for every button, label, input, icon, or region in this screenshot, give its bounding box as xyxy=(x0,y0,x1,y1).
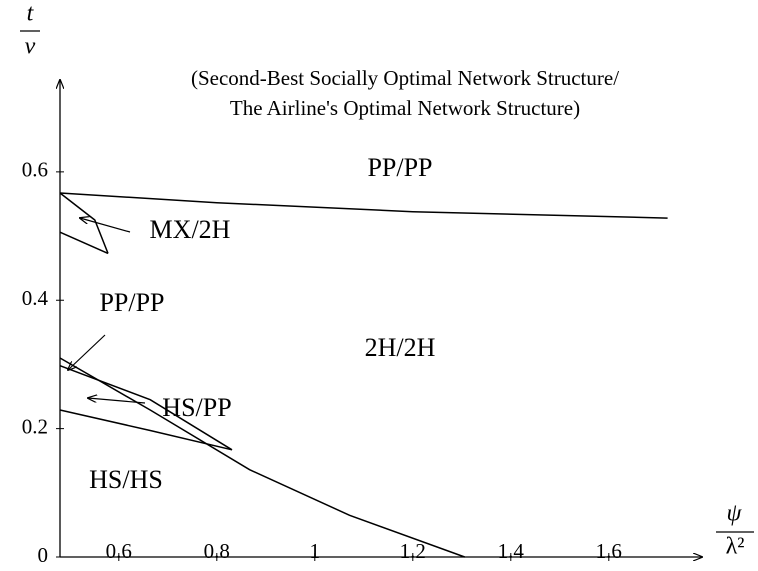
arrow xyxy=(68,334,106,370)
chart-title: (Second-Best Socially Optimal Network St… xyxy=(191,66,619,90)
axes xyxy=(60,80,702,557)
region-label: 2H/2H xyxy=(365,333,436,362)
y-tick-label: 0.6 xyxy=(22,158,48,182)
x-axis-label: ψ xyxy=(727,501,743,527)
curve xyxy=(59,192,109,254)
y-axis-label: t xyxy=(27,1,35,27)
y-tick-label: 0.2 xyxy=(22,414,48,438)
x-tick-label: 1.2 xyxy=(400,539,426,563)
arrow xyxy=(80,218,131,233)
curve xyxy=(59,409,233,451)
region-label: PP/PP xyxy=(367,153,432,182)
y-tick-label: 0 xyxy=(38,543,49,566)
region-label: HS/HS xyxy=(89,465,163,494)
x-tick-label: 1.4 xyxy=(498,539,525,563)
region-label: MX/2H xyxy=(150,215,231,244)
region-label: HS/PP xyxy=(162,393,231,422)
x-tick-label: 1.6 xyxy=(596,539,622,563)
x-axis-label: λ² xyxy=(726,534,745,560)
x-tick-label: 1 xyxy=(310,539,321,563)
y-tick-label: 0.4 xyxy=(22,286,49,310)
region-label: PP/PP xyxy=(99,288,164,317)
chart-title: The Airline's Optimal Network Structure) xyxy=(230,96,580,120)
y-axis-label: v xyxy=(25,34,36,60)
curve xyxy=(59,357,465,558)
x-tick-label: 0.6 xyxy=(106,539,132,563)
curve xyxy=(59,192,668,219)
curve xyxy=(59,364,233,451)
x-tick-label: 0.8 xyxy=(204,539,230,563)
curve xyxy=(59,231,109,255)
